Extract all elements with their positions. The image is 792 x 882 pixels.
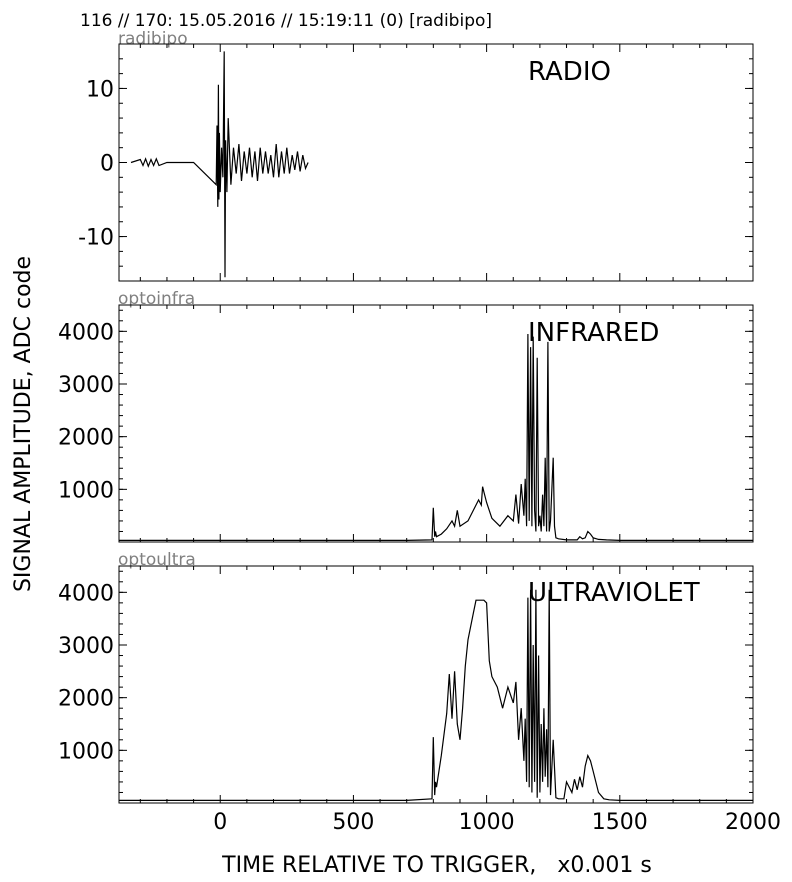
y-tick-label: 3000 bbox=[58, 373, 114, 398]
chart-title: 116 // 170: 15.05.2016 // 15:19:11 (0) [… bbox=[80, 11, 492, 31]
y-axis-label: SIGNAL AMPLITUDE, ADC code bbox=[11, 256, 36, 592]
y-tick-label: 1000 bbox=[58, 739, 114, 764]
y-tick-label: 3000 bbox=[58, 634, 114, 659]
panel-ultraviolet: optoultra ULTRAVIOLET 1000 2000 3000 4000 bbox=[58, 550, 754, 804]
channel-label-infrared: optoinfra bbox=[118, 289, 195, 309]
channel-label-ultraviolet: optoultra bbox=[118, 550, 196, 570]
plot-frame-ultraviolet bbox=[118, 565, 754, 804]
plot-frame-infrared bbox=[118, 304, 754, 543]
y-tick-label: 4000 bbox=[58, 320, 114, 345]
y-tick-label: 4000 bbox=[58, 581, 114, 606]
y-tick-label: 0 bbox=[100, 152, 114, 177]
y-tick-label: 2000 bbox=[58, 426, 114, 451]
channel-label-radio: radibipo bbox=[118, 29, 188, 49]
x-tick-label: 2000 bbox=[725, 810, 781, 835]
y-tick-label: 1000 bbox=[58, 478, 114, 503]
x-tick-label: 0 bbox=[213, 810, 227, 835]
panel-label-radio: RADIO bbox=[528, 57, 611, 87]
series-line-radio bbox=[130, 51, 309, 278]
y-tick-label: -10 bbox=[78, 226, 114, 251]
x-tick-label: 1000 bbox=[459, 810, 515, 835]
y-tick-label: 10 bbox=[86, 77, 114, 102]
series-line-infrared bbox=[119, 333, 753, 542]
panel-label-infrared: INFRARED bbox=[528, 318, 659, 348]
panel-label-ultraviolet: ULTRAVIOLET bbox=[528, 578, 700, 608]
x-tick-label: 1500 bbox=[592, 810, 648, 835]
x-axis-label: TIME RELATIVE TO TRIGGER, x0.001 s bbox=[221, 853, 652, 878]
series-line-ultraviolet bbox=[119, 589, 753, 802]
panel-radio: radibipo RADIO 10 0 -10 bbox=[78, 29, 754, 282]
plot-frame-radio bbox=[118, 43, 754, 282]
panel-infrared: optoinfra INFRARED 1000 2000 3000 4000 bbox=[58, 289, 754, 543]
x-tick-label: 500 bbox=[332, 810, 374, 835]
y-tick-label: 2000 bbox=[58, 687, 114, 712]
